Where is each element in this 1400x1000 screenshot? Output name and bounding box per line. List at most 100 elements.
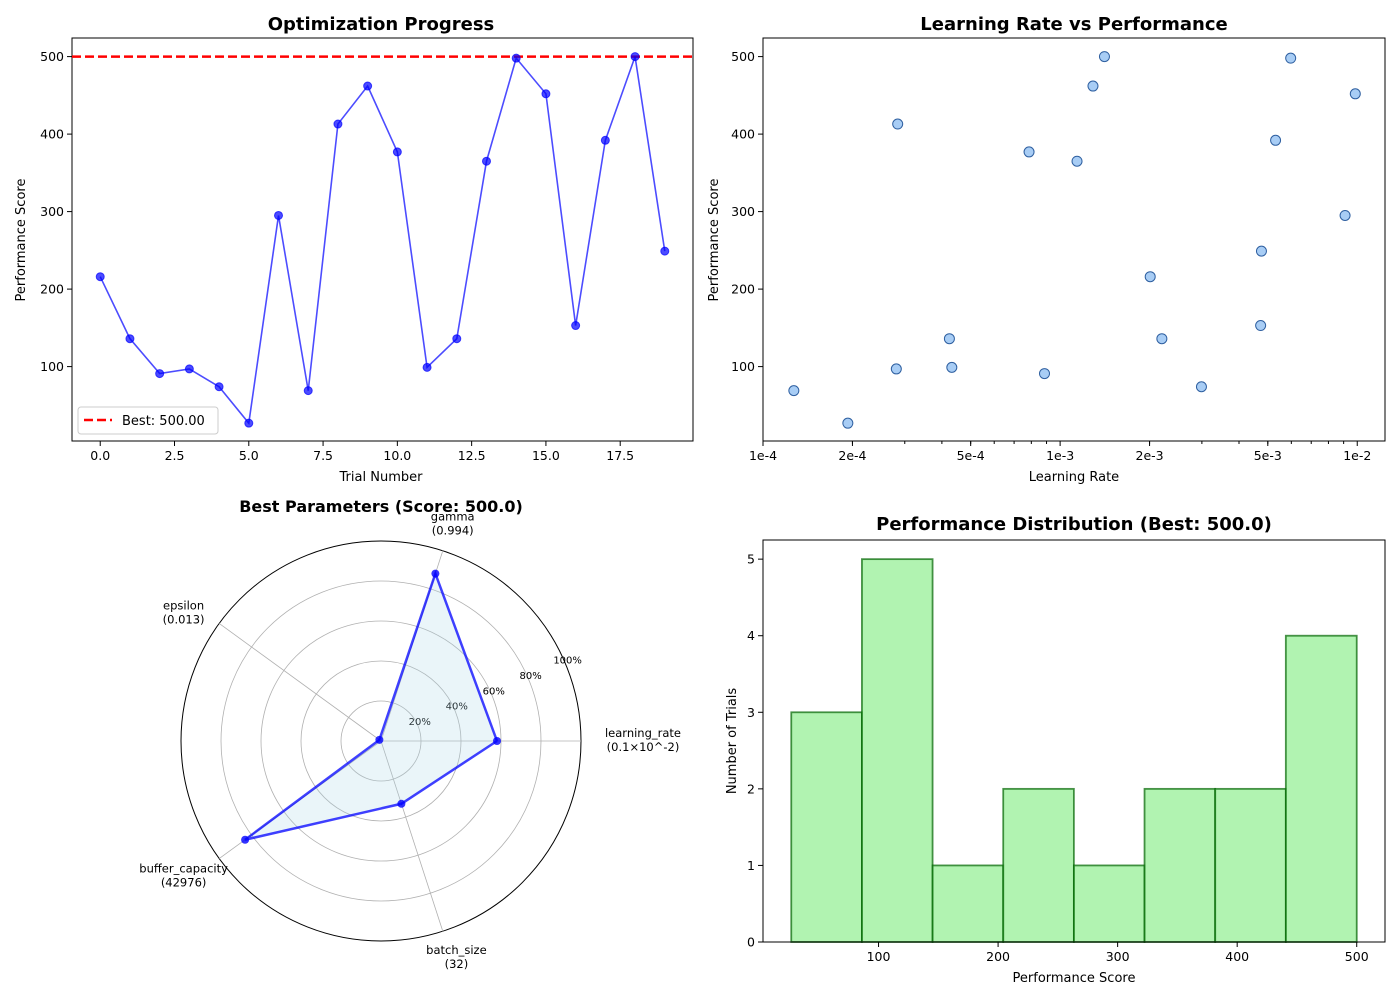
y-tick-label: 100 [731, 359, 755, 374]
radar-tick-label: 100% [553, 656, 582, 667]
best-parameters-radar-chart: Best Parameters (Score: 500.0) 20% 40% 60%… [139, 497, 681, 971]
data-point [660, 246, 670, 256]
x-tick-label: 7.5 [313, 448, 333, 463]
radar-spoke [218, 623, 382, 742]
data-point [184, 364, 194, 374]
histogram-bar [1002, 787, 1075, 943]
y-tick-label: 300 [40, 204, 64, 219]
radar-axis-name: gamma [431, 509, 475, 523]
y-tick-label: 4 [747, 628, 755, 643]
learning-rate-scatter-chart: Learning Rate vs Performance 1e-4 2e-4 5e-… [707, 14, 1386, 485]
plot-frame [762, 539, 1386, 943]
x-tick-label: 200 [986, 949, 1010, 964]
radar-tick-label: 40% [446, 702, 468, 713]
y-tick-label: 400 [731, 127, 755, 142]
data-point [842, 417, 854, 429]
data-point [1255, 320, 1267, 332]
histogram-bar [1284, 634, 1358, 943]
x-tick-label: 400 [1225, 949, 1249, 964]
data-point [333, 119, 343, 129]
radar-axis-name: epsilon [163, 598, 204, 612]
plot-area: 100 200 300 400 500 0 1 2 3 4 5 [747, 539, 1386, 964]
y-axis-label: Performance Score [14, 179, 29, 302]
data-point [788, 385, 800, 397]
radar-axis-label: learning_rate(0.1×10^-2) [605, 726, 681, 754]
radar-area: 20% 40% 60% 80% 100% learning_rate(0.1×10^-2)… [139, 509, 681, 971]
data-point [1156, 333, 1168, 345]
y-tick-label: 100 [40, 359, 64, 374]
data-point [1039, 368, 1051, 380]
x-axis-label: Performance Score [1013, 971, 1136, 986]
data-point [511, 53, 521, 63]
histogram-bar [1214, 787, 1287, 943]
data-point [890, 363, 902, 375]
data-point [943, 333, 955, 345]
data-point [274, 210, 284, 220]
y-tick-label: 5 [747, 552, 755, 567]
data-point [1071, 155, 1083, 167]
x-tick-label: 100 [867, 949, 891, 964]
y-tick-label: 200 [731, 282, 755, 297]
x-tick-label: 17.5 [606, 448, 634, 463]
data-point [1255, 245, 1267, 257]
x-tick-label: 2.5 [165, 448, 185, 463]
data-point [600, 135, 610, 145]
radar-point [375, 735, 384, 744]
radar-point [397, 799, 406, 808]
plot-frame [71, 37, 694, 442]
x-tick-label: 5e-3 [1254, 448, 1282, 463]
x-tick-label: 5.0 [239, 448, 259, 463]
x-tick-label: 12.5 [458, 448, 486, 463]
x-tick-label: 300 [1106, 949, 1130, 964]
histogram-bar [861, 558, 934, 943]
chart-title: Best Parameters (Score: 500.0) [239, 497, 523, 516]
y-tick-label: 0 [747, 935, 755, 950]
x-tick-label: 10.0 [383, 448, 411, 463]
data-point [1285, 52, 1297, 64]
y-tick-label: 400 [40, 127, 64, 142]
legend: Best: 500.00 [77, 406, 219, 435]
histogram-bar [931, 864, 1005, 943]
radar-axis-label: gamma(0.994) [431, 509, 475, 537]
radar-spoke [380, 740, 444, 932]
y-tick-label: 1 [747, 858, 755, 873]
x-tick-label: 5e-4 [957, 448, 985, 463]
y-tick-label: 500 [40, 49, 64, 64]
data-point [630, 52, 640, 62]
y-axis-label: Performance Score [707, 179, 722, 302]
histogram-bar [1143, 787, 1217, 943]
data-point [303, 386, 313, 396]
data-point [541, 89, 551, 99]
y-tick-label: 500 [731, 49, 755, 64]
x-tick-label: 1e-4 [749, 448, 777, 463]
histogram-bar [790, 711, 863, 943]
radar-axis-value: (0.1×10^-2) [607, 740, 680, 754]
radar-tick-label: 20% [409, 717, 431, 728]
radar-axis-name: buffer_capacity [139, 862, 228, 876]
data-point [363, 81, 373, 91]
radar-axis-value: (0.994) [432, 523, 474, 537]
radar-axis-name: batch_size [426, 943, 487, 957]
data-point [1087, 80, 1099, 92]
data-point [125, 334, 135, 344]
radar-axis-value: (32) [445, 957, 469, 971]
data-point [1023, 146, 1035, 158]
performance-distribution-chart: Performance Distribution (Best: 500.0) 1… [725, 514, 1386, 986]
radar-axis-value: (42976) [161, 876, 207, 890]
radar-fill [245, 573, 497, 840]
radar-point [493, 737, 501, 745]
radar-point [431, 569, 440, 578]
plot-frame [762, 37, 1386, 442]
y-tick-label: 2 [747, 781, 755, 796]
x-axis-label: Learning Rate [1029, 470, 1119, 485]
legend-label: Best: 500.00 [122, 414, 205, 429]
data-point [214, 382, 224, 392]
y-axis-label: Number of Trials [725, 688, 740, 795]
data-point [571, 321, 581, 331]
x-tick-label: 500 [1345, 949, 1369, 964]
y-tick-label: 3 [747, 705, 755, 720]
data-point [946, 361, 958, 373]
data-point [1349, 88, 1361, 100]
x-tick-label: 15.0 [532, 448, 560, 463]
